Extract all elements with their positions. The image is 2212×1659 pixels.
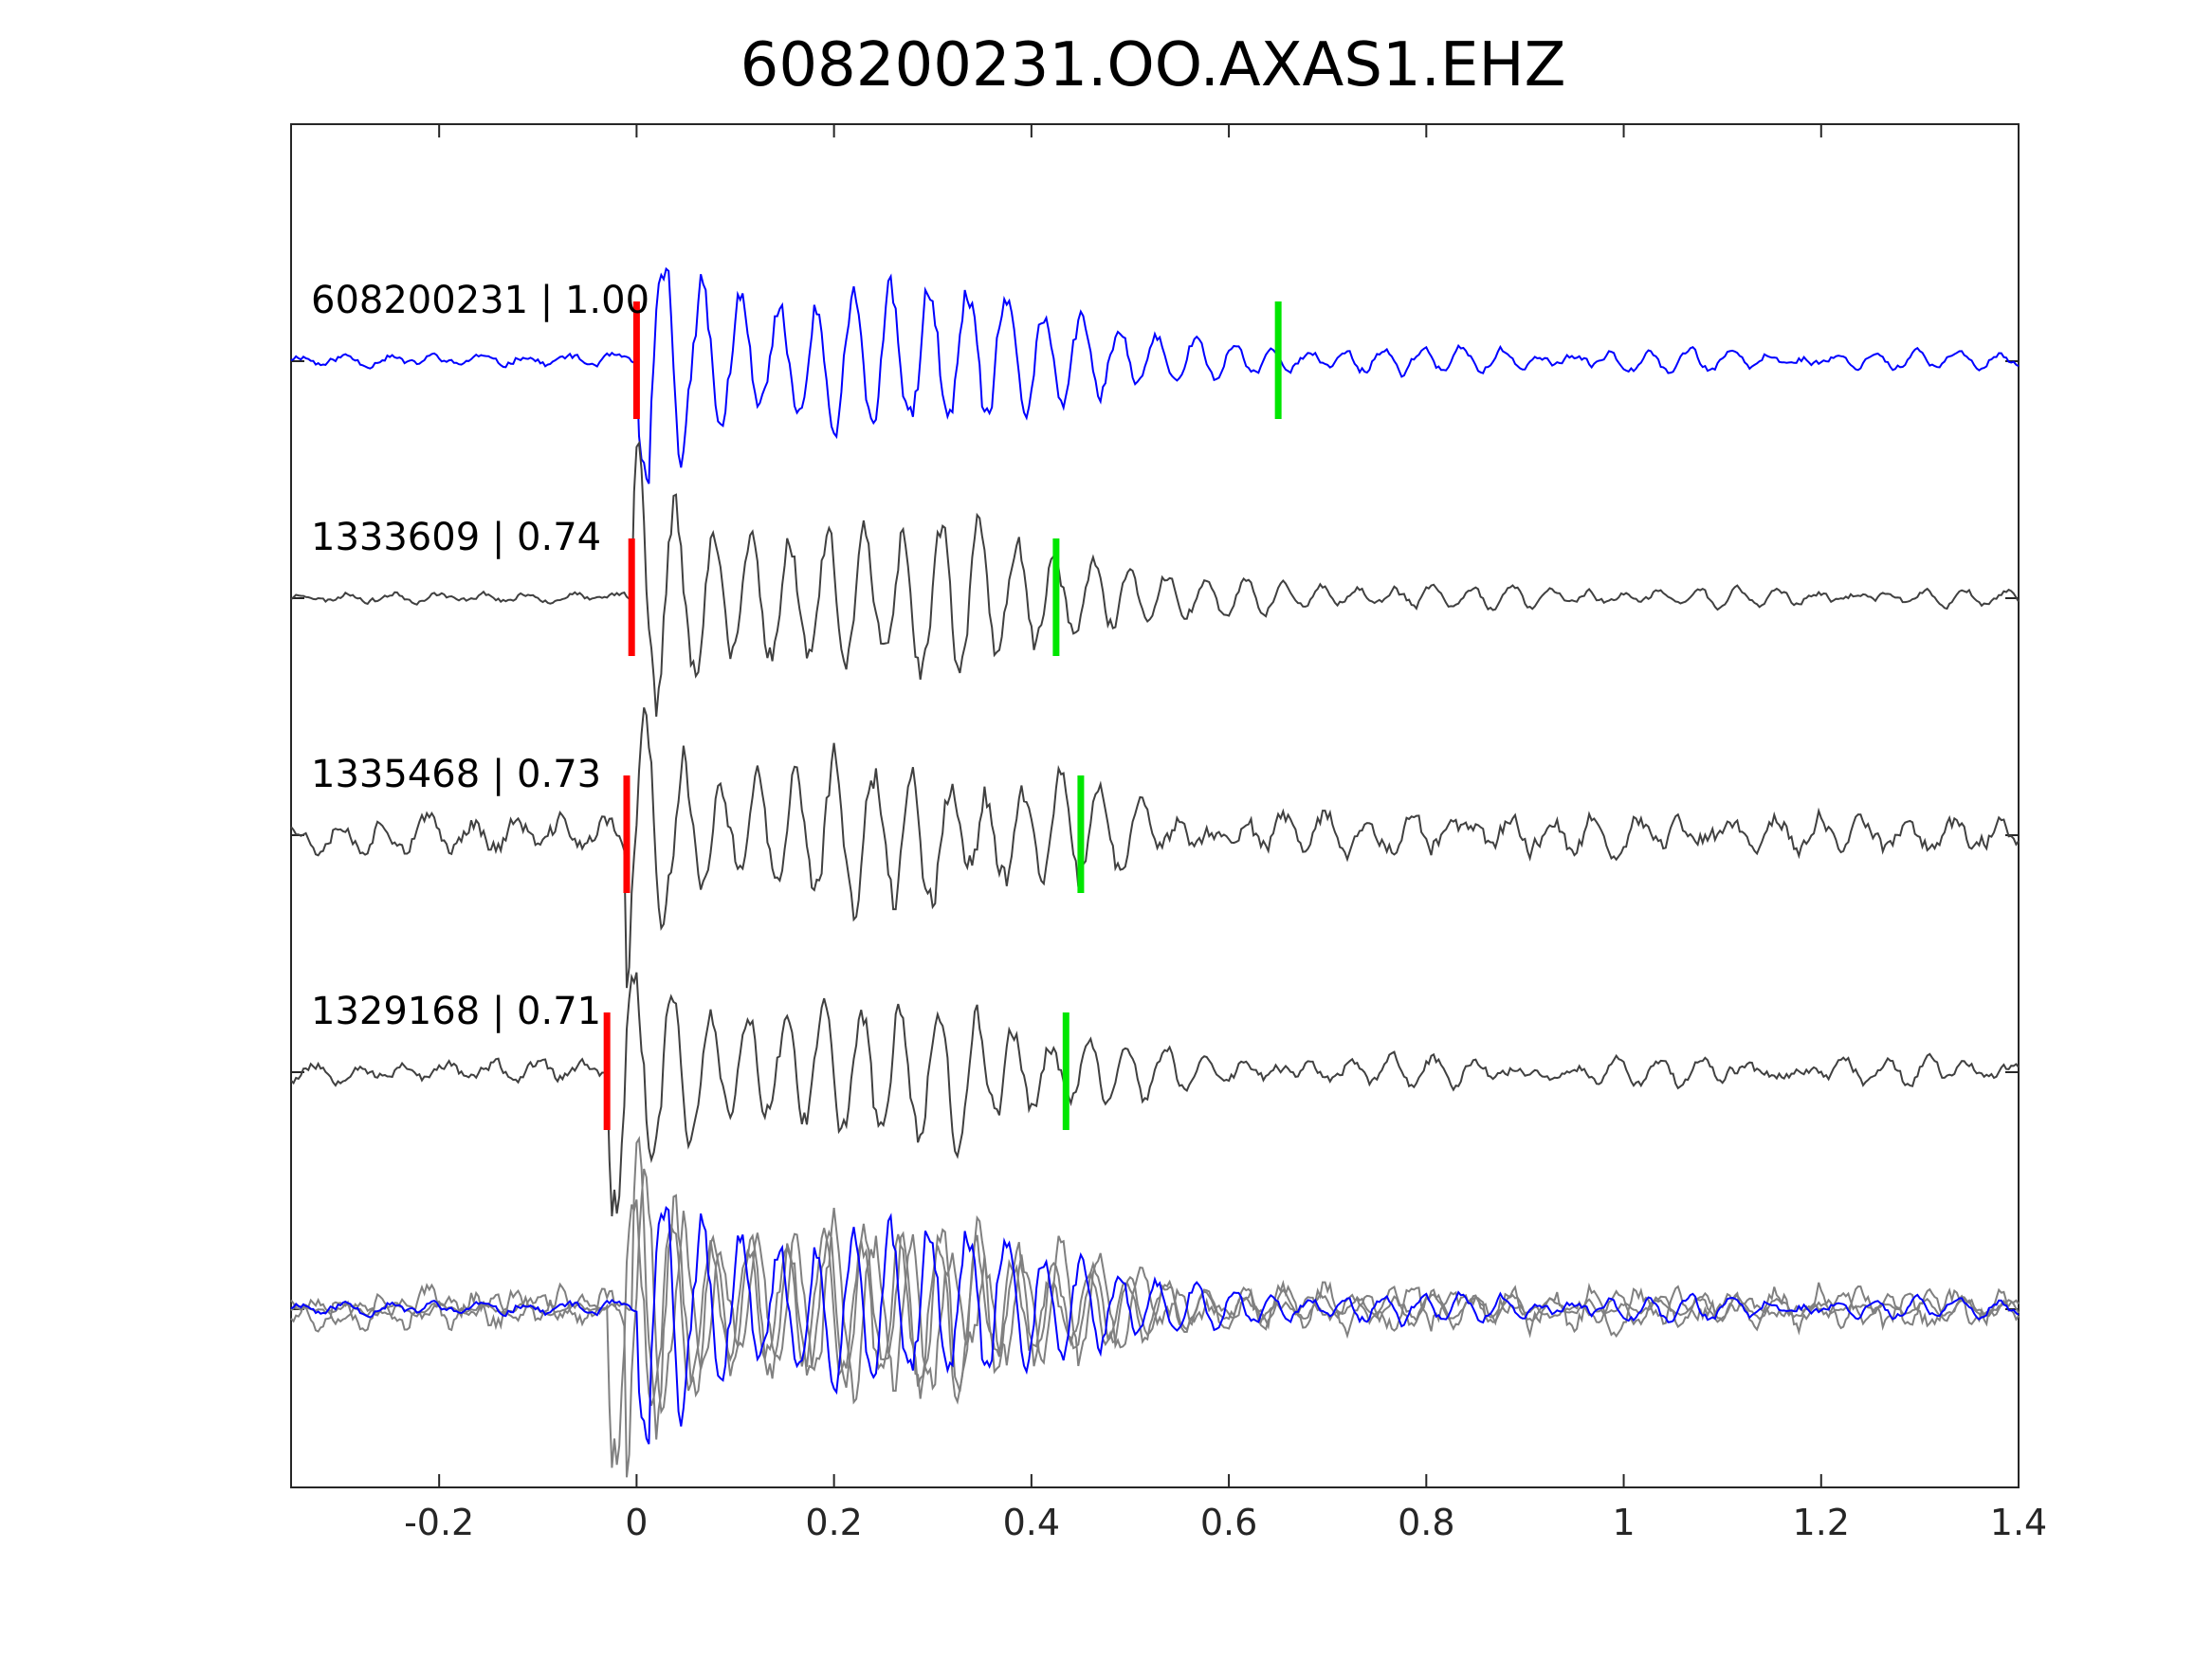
waveform-trace-2 <box>290 440 2020 717</box>
phase-picks <box>603 301 1282 1130</box>
trace-label-2: 1333609 | 0.74 <box>311 516 601 559</box>
plot-area-frame <box>290 123 2020 1488</box>
overlay-trace-4 <box>290 1199 2020 1468</box>
x-tick-label: 1 <box>1612 1502 1635 1543</box>
overlay-trace-3 <box>290 1168 2020 1478</box>
x-tick-label: 0 <box>625 1502 648 1543</box>
trace-label-4: 1329168 | 0.71 <box>311 990 601 1033</box>
trace-labels: 608200231 | 1.00 1333609 | 0.74 1335468 | … <box>311 279 649 1033</box>
x-tick-label: 0.6 <box>1200 1502 1257 1543</box>
trace-label-1: 608200231 | 1.00 <box>311 279 649 322</box>
x-tick-label: 0.8 <box>1398 1502 1454 1543</box>
x-tick-label: -0.2 <box>404 1502 474 1543</box>
x-axis-ticks: -0.2 0 0.2 0.4 0.6 0.8 1 1.2 1.4 <box>404 124 2047 1543</box>
y-axis-ticks <box>291 360 2019 1310</box>
waveform-traces <box>290 266 2020 1217</box>
waveform-trace-1 <box>290 266 2020 484</box>
chart-title: 608200231.OO.AXAS1.EHZ <box>740 30 1566 100</box>
overlay-trace-1 <box>290 1206 2020 1445</box>
x-tick-label: 1.4 <box>1990 1502 2047 1543</box>
waveform-trace-4 <box>290 972 2020 1217</box>
x-tick-label: 1.2 <box>1793 1502 1850 1543</box>
trace-label-3: 1335468 | 0.73 <box>311 753 601 796</box>
x-tick-label: 0.2 <box>805 1502 862 1543</box>
x-tick-label: 0.4 <box>1003 1502 1060 1543</box>
overlay-trace-2 <box>290 1135 2020 1440</box>
waveform-trace-3 <box>290 707 2020 989</box>
stacked-overlay <box>290 1135 2020 1478</box>
